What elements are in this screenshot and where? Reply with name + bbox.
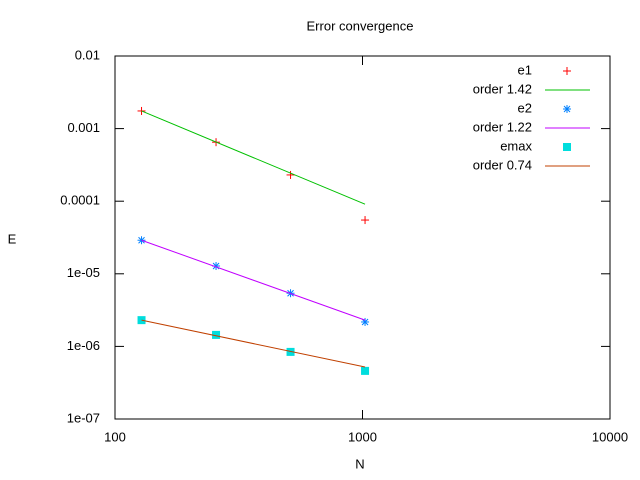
data-point [361, 317, 370, 326]
legend-label: e1 [518, 62, 532, 77]
legend-swatch [563, 143, 571, 151]
y-tick-label: 1e-05 [67, 265, 100, 280]
legend-label: order 0.74 [473, 157, 532, 172]
legend-label: e2 [518, 100, 532, 115]
x-tick-label: 10000 [592, 429, 628, 444]
data-point [212, 330, 221, 339]
y-tick-label: 1e-07 [67, 410, 100, 425]
legend-swatch [563, 105, 571, 113]
data-point [286, 170, 295, 179]
marker-part [563, 105, 571, 113]
series-line [141, 319, 366, 368]
legend-swatch [563, 67, 571, 75]
y-axis-label: E [8, 231, 17, 246]
x-tick-label: 1000 [348, 429, 377, 444]
marker-part [563, 143, 571, 151]
y-tick-label: 0.01 [75, 47, 100, 62]
y-tick-label: 1e-06 [67, 338, 100, 353]
marker-part [361, 366, 370, 375]
x-axis-label: N [355, 456, 364, 471]
legend-label: order 1.42 [473, 81, 532, 96]
marker-part [212, 330, 221, 339]
marker-part [361, 318, 369, 326]
chart-title: Error convergence [307, 18, 414, 33]
x-tick-label: 100 [104, 429, 126, 444]
legend-label: emax [500, 138, 532, 153]
series-line [141, 110, 366, 205]
data-point [361, 216, 370, 225]
data-point [361, 366, 370, 375]
marker-part [212, 262, 220, 270]
series-line [141, 239, 366, 321]
y-tick-label: 0.0001 [60, 193, 100, 208]
y-tick-label: 0.001 [67, 120, 100, 135]
legend-label: order 1.22 [473, 119, 532, 134]
